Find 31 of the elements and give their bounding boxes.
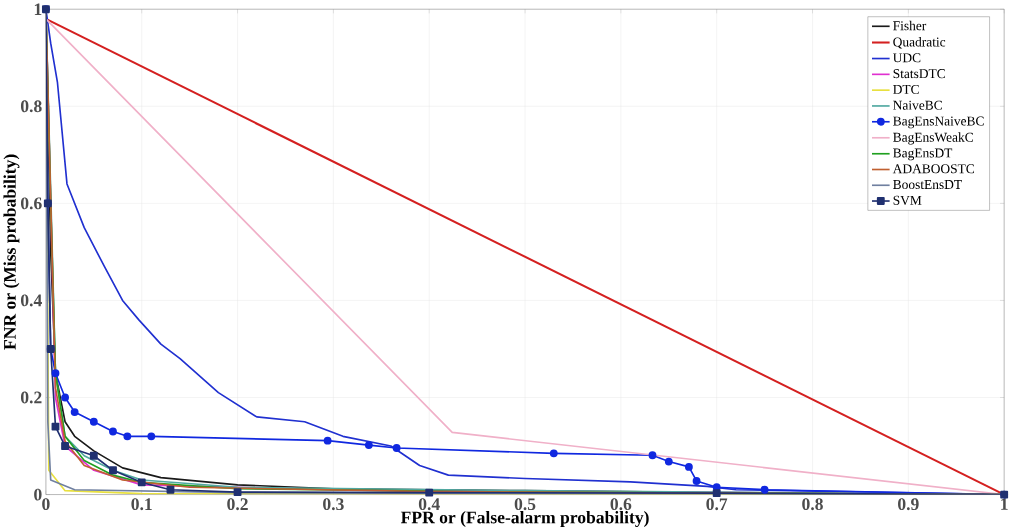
x-tick-label: 0.7 xyxy=(706,497,728,510)
y-tick-label: 0 xyxy=(34,488,42,501)
legend-label: ADABOOSTC xyxy=(892,164,974,174)
x-tick-label: 0.9 xyxy=(898,497,919,510)
legend-label: UDC xyxy=(892,53,921,63)
x-tick-label: 0.1 xyxy=(131,497,152,510)
legend-label: StatsDTC xyxy=(893,68,945,78)
y-axis-title: FNR or (Miss probability) xyxy=(3,154,20,350)
x-tick-label: 0.3 xyxy=(323,497,344,510)
y-tick-label: 0.6 xyxy=(20,197,42,210)
y-tick-label: 0.4 xyxy=(20,294,42,307)
x-tick-label: 0.4 xyxy=(418,497,440,510)
x-tick-label: 0.2 xyxy=(227,497,248,510)
y-tick-label: 0.2 xyxy=(20,391,42,404)
legend-label: Quadratic xyxy=(893,36,946,49)
x-tick-label: 0.6 xyxy=(610,497,632,510)
x-tick-label: 0.5 xyxy=(514,497,536,510)
x-tick-label: 1 xyxy=(1001,497,1008,510)
legend-label: BagEnsNaiveBC xyxy=(893,116,984,129)
legend-label: DTC xyxy=(893,84,919,94)
legend-label: SVM xyxy=(893,195,922,205)
legend-label: BagEnsWeakC xyxy=(893,132,973,145)
legend-label: NaiveBC xyxy=(893,100,942,110)
legend-label: Fisher xyxy=(893,20,927,31)
y-tick-label: 1 xyxy=(34,3,42,15)
x-tick-label: 0 xyxy=(42,497,50,510)
y-tick-label: 0.8 xyxy=(20,100,42,113)
legend-label: BoostEnsDT xyxy=(893,179,962,189)
x-axis-title: FPR or (False-alarm probability) xyxy=(400,510,649,527)
legend-label: BagEnsDT xyxy=(893,148,953,161)
x-tick-label: 0.8 xyxy=(802,497,823,510)
